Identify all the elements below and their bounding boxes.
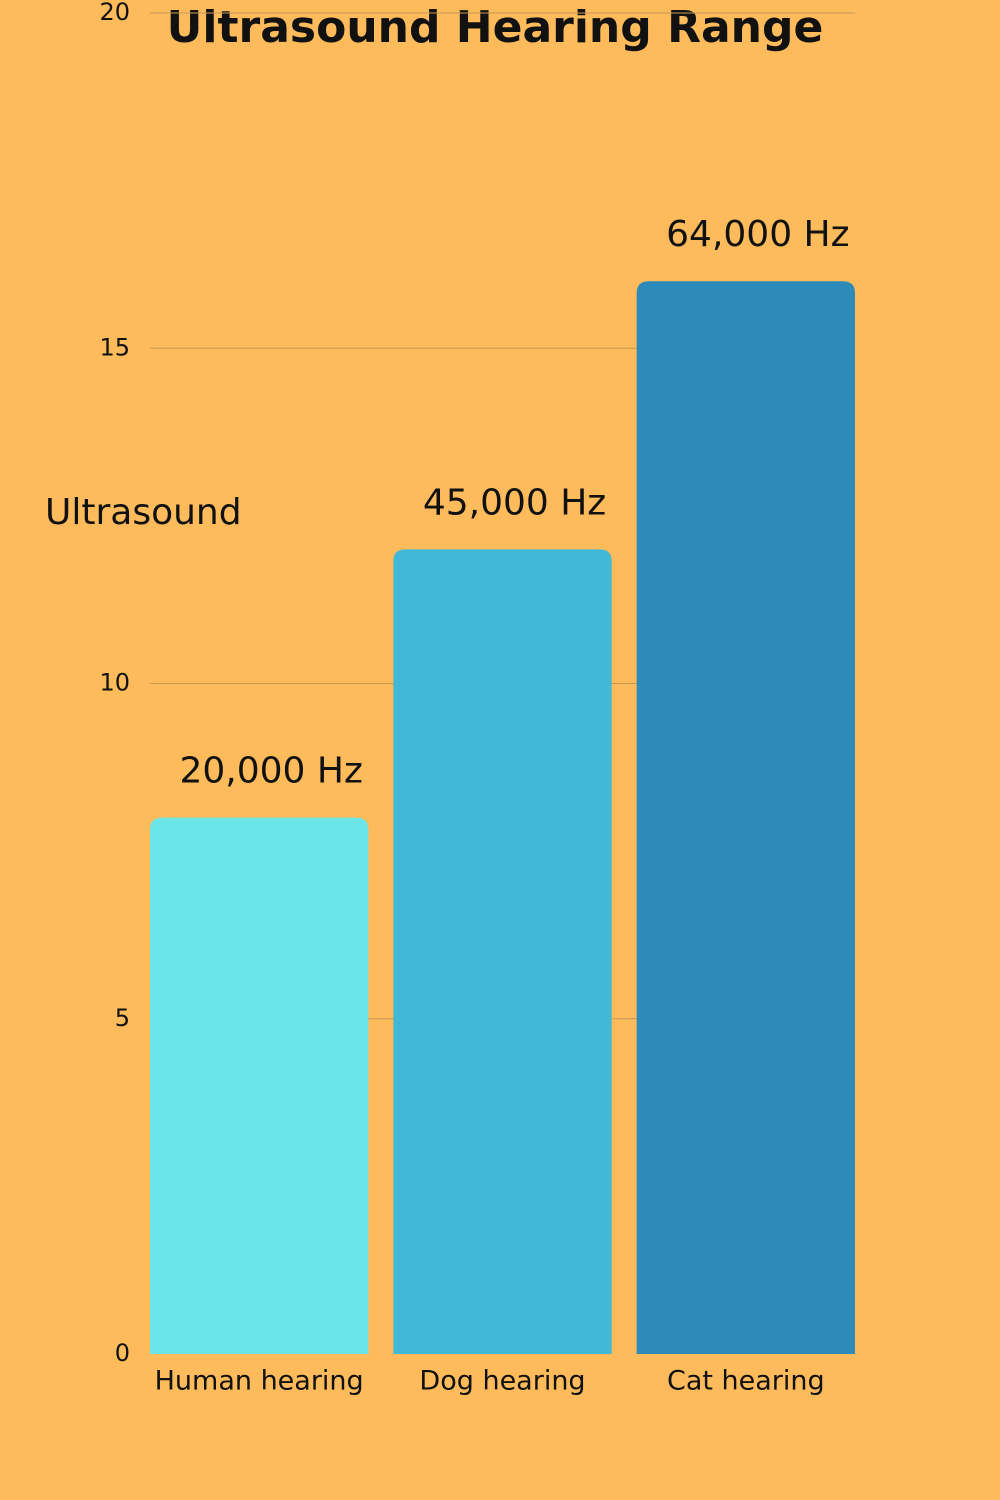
chart-title: Ultrasound Hearing Range bbox=[167, 2, 824, 53]
annotation: 64,000 Hz bbox=[666, 214, 849, 255]
y-tick-label: 10 bbox=[99, 669, 130, 697]
y-tick-label: 20 bbox=[99, 0, 130, 26]
x-tick-label: Human hearing bbox=[155, 1366, 364, 1397]
y-tick-label: 5 bbox=[115, 1004, 130, 1032]
y-axis-label: Ultrasound bbox=[45, 492, 242, 533]
annotation: 20,000 Hz bbox=[179, 751, 362, 792]
x-tick-label: Cat hearing bbox=[667, 1366, 825, 1397]
bar bbox=[393, 549, 612, 1354]
annotation: 45,000 Hz bbox=[423, 482, 606, 523]
x-tick-label: Dog hearing bbox=[419, 1366, 585, 1397]
bar bbox=[636, 281, 855, 1355]
y-tick-label: 15 bbox=[99, 333, 130, 361]
y-tick-label: 0 bbox=[115, 1339, 130, 1367]
bar bbox=[150, 817, 369, 1354]
